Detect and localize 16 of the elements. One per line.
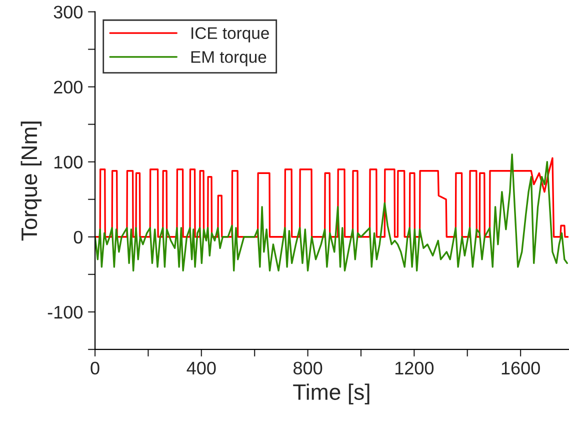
y-tick-label: 100: [54, 156, 83, 169]
x-tick-label: 1600: [502, 362, 540, 374]
y-tick-label: 300: [54, 6, 83, 19]
x-tick-label: 400: [186, 362, 216, 374]
x-tick-label: 1200: [395, 362, 434, 374]
y-tick-label: -100: [48, 306, 83, 319]
line-series: [95, 157, 568, 238]
line-series: [95, 154, 568, 272]
y-axis-title: Torque [Nm]: [20, 122, 42, 241]
x-tick-label: 800: [294, 362, 322, 374]
x-axis-title: Time [s]: [293, 384, 370, 404]
y-tick-label: 200: [54, 80, 83, 94]
legend-label: EM torque: [191, 51, 266, 66]
legend-label: ICE torque: [192, 27, 269, 42]
y-tick-label: 0: [74, 230, 83, 244]
x-tick-label: 0: [90, 362, 100, 374]
